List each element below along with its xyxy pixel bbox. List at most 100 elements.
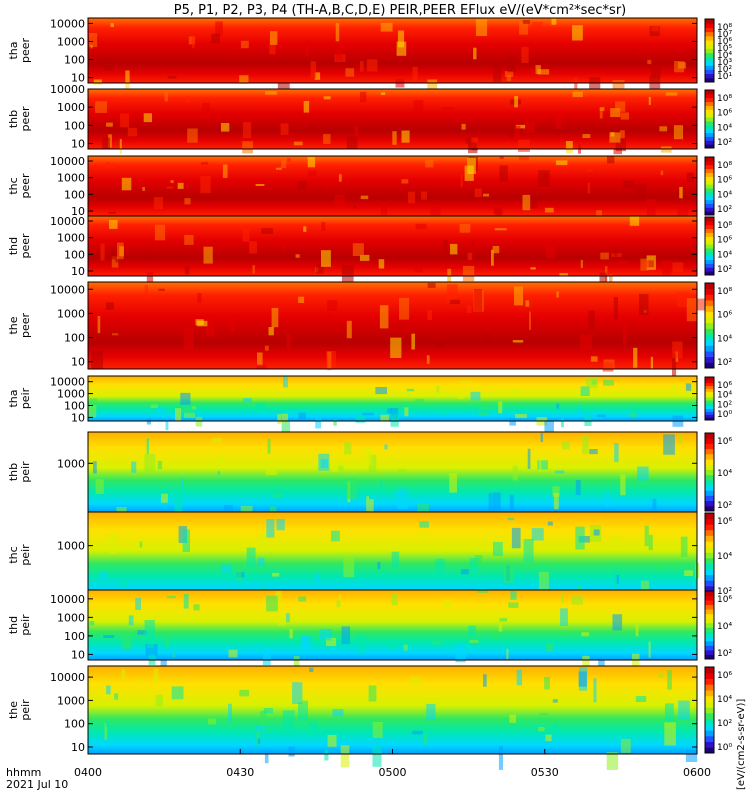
y-tick-label: 10 bbox=[71, 741, 85, 754]
spectrogram-image bbox=[88, 156, 697, 216]
colorbar-tick-label: 10² bbox=[717, 138, 732, 148]
date-label: 2021 Jul 10 bbox=[6, 778, 68, 791]
y-tick-label: 100 bbox=[64, 400, 85, 413]
colorbar-tick-label: 10⁸ bbox=[717, 287, 732, 297]
time-tick-label: 0530 bbox=[531, 766, 559, 779]
time-tick-label: 0500 bbox=[379, 766, 407, 779]
y-tick-label: 100 bbox=[64, 54, 85, 67]
y-tick-label: 1000 bbox=[57, 172, 85, 185]
panel-ylabel: thbpeer bbox=[7, 106, 32, 132]
colorbar-tick-label: 10² bbox=[717, 719, 732, 729]
y-tick-label: 1000 bbox=[57, 457, 85, 470]
y-tick-label: 1000 bbox=[57, 540, 85, 553]
y-tick-label: 100 bbox=[64, 188, 85, 201]
y-tick-label: 10000 bbox=[50, 283, 85, 296]
time-axis: 0400 0430 0500 0530 0600 bbox=[74, 749, 711, 779]
colorbar-tick-label: 10⁴ bbox=[717, 250, 732, 260]
colorbar-tick-label: 10⁴ bbox=[717, 695, 732, 705]
colorbar-tick-label: 10⁸ bbox=[717, 161, 732, 171]
y-tick-label: 100 bbox=[64, 119, 85, 132]
panel-ylabel: thapeer bbox=[7, 38, 32, 64]
colorbar-tick-label: 10² bbox=[717, 65, 732, 75]
colorbar-tick-label: 10⁴ bbox=[717, 391, 732, 401]
colorbar-tick-label: 10⁸ bbox=[717, 94, 732, 104]
colorbar-tick-label: 10⁴ bbox=[717, 190, 732, 200]
panel-tha-peer: thapeer 10000 1000 100 10 10⁸10⁷10⁶10⁵10⁴10³1… bbox=[7, 17, 732, 95]
colorbar-tick-label: 10² bbox=[717, 649, 732, 659]
colorbar-tick-label: 10⁴ bbox=[717, 123, 732, 133]
colorbar-tick-label: 10⁴ bbox=[717, 469, 732, 479]
colorbar-tick-label: 10² bbox=[717, 501, 732, 511]
panel-thc-peer: thcpeer 10000 1000 100 10 10⁸ 10⁶ 10⁴ 10² bbox=[7, 155, 732, 230]
panel-ylabel: thcpeer bbox=[7, 173, 32, 199]
panel-frame bbox=[87, 88, 698, 150]
colorbar-tick-label: 10⁴ bbox=[717, 334, 732, 344]
colorbar-tick-label: 10² bbox=[717, 205, 732, 215]
time-tick-label: 0400 bbox=[74, 766, 102, 779]
y-tick-label: 10 bbox=[71, 72, 85, 85]
y-tick-label: 10 bbox=[71, 411, 85, 424]
panel-frame bbox=[87, 375, 698, 422]
colorbar-tick-label: 10⁶ bbox=[717, 517, 732, 527]
panels-group: thapeer1000010001001010⁸10⁷10⁶10⁵10⁴10³1… bbox=[7, 17, 732, 770]
y-tick-label: 10000 bbox=[50, 593, 85, 606]
y-tick-label: 1000 bbox=[57, 101, 85, 114]
y-tick-label: 100 bbox=[64, 248, 85, 261]
panel-frame bbox=[87, 589, 698, 661]
panel-ylabel: thepeer bbox=[7, 313, 32, 339]
colorbar-tick-label: 10⁰ bbox=[717, 410, 732, 420]
colorbar-tick-label: 10⁷ bbox=[717, 30, 732, 40]
colorbar-tick-label: 10⁶ bbox=[717, 176, 732, 186]
panel-the-peer: thepeer 10000 1000 100 10 10⁸ 10⁶ 10⁴ 10² bbox=[7, 281, 732, 377]
colorbar-tick-label: 10⁶ bbox=[717, 236, 732, 246]
colorbar-tick-label: 10⁰ bbox=[717, 743, 732, 753]
colorbar-tick-label: 10⁵ bbox=[717, 44, 732, 54]
spectrogram-image bbox=[88, 432, 697, 512]
colorbar: 10⁶ 10⁴ 10² bbox=[704, 432, 732, 512]
y-tick-label: 1000 bbox=[57, 35, 85, 48]
panel-ylabel: thdpeer bbox=[7, 233, 32, 259]
colorbar-tick-label: 10⁸ bbox=[717, 23, 732, 33]
y-tick-label: 1000 bbox=[57, 611, 85, 624]
y-tick-label: 100 bbox=[64, 332, 85, 345]
y-tick-label: 1000 bbox=[57, 694, 85, 707]
y-tick-label: 10000 bbox=[50, 155, 85, 168]
panel-ylabel: thepeir bbox=[7, 699, 32, 721]
colorbar-tick-label: 10² bbox=[717, 265, 732, 275]
time-row-label: hhmm bbox=[6, 766, 41, 779]
colorbar-tick-label: 10⁶ bbox=[717, 109, 732, 119]
colorbar: 10⁸ 10⁶ 10⁴ 10² bbox=[704, 282, 732, 369]
y-tick-label: 10000 bbox=[50, 671, 85, 684]
colorbar-tick-label: 10⁶ bbox=[717, 671, 732, 681]
y-tick-label: 10 bbox=[71, 648, 85, 661]
panel-ylabel: thapeir bbox=[7, 387, 32, 409]
colorbar: 10⁶ 10⁴ 10² bbox=[704, 590, 732, 660]
figure-title: P5, P1, P2, P3, P4 (TH-A,B,C,D,E) PEIR,P… bbox=[174, 3, 627, 18]
y-tick-label: 10000 bbox=[50, 215, 85, 228]
colorbar: 10⁸ 10⁶ 10⁴ 10² bbox=[704, 156, 732, 216]
panel-thd-peir: thdpeir 10000 1000 100 10 10⁶ 10⁴ 10² bbox=[7, 589, 732, 675]
colorbar-tick-label: 10² bbox=[717, 358, 732, 368]
colorbar-tick-label: 10⁶ bbox=[717, 437, 732, 447]
y-tick-label: 10 bbox=[71, 265, 85, 278]
time-tick-label: 0600 bbox=[683, 766, 711, 779]
y-tick-label: 100 bbox=[64, 630, 85, 643]
panel-thb-peer: thbpeer 10000 1000 100 10 10⁸ 10⁶ 10⁴ 10² bbox=[7, 83, 732, 155]
y-tick-label: 10000 bbox=[50, 83, 85, 96]
colorbar-tick-label: 10¹ bbox=[717, 72, 732, 82]
y-tick-label: 10000 bbox=[50, 17, 85, 30]
panel-thd-peer: thdpeer 10000 1000 100 10 10⁸ 10⁶ 10⁴ 10² bbox=[7, 215, 732, 290]
colorbar-tick-label: 10⁶ bbox=[717, 381, 732, 391]
colorbar-tick-label: 10⁴ bbox=[717, 622, 732, 632]
colorbar-tick-label: 10⁶ bbox=[717, 37, 732, 47]
y-tick-label: 10000 bbox=[50, 376, 85, 389]
spectrogram-image bbox=[88, 666, 697, 754]
y-tick-label: 1000 bbox=[57, 232, 85, 245]
y-tick-label: 100 bbox=[64, 718, 85, 731]
colorbar: 10⁶ 10⁴ 10² bbox=[704, 512, 732, 598]
spectrogram-image bbox=[88, 216, 697, 276]
colorbar-tick-label: 10² bbox=[717, 587, 732, 597]
